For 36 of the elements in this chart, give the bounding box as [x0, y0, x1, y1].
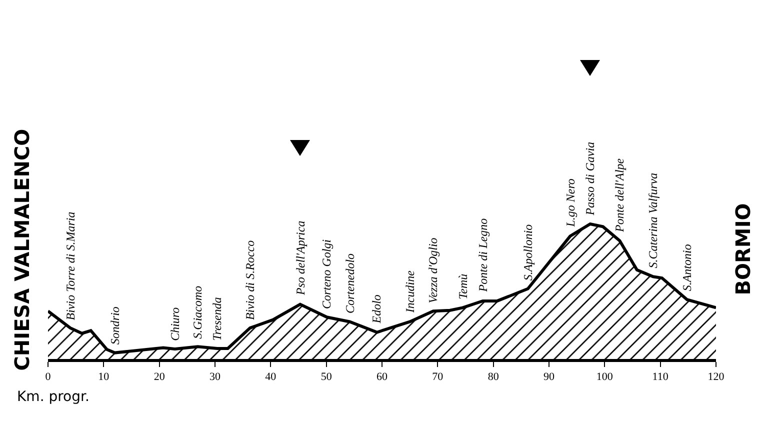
text: BORMIO [731, 203, 756, 296]
annotation: Vezza d'Oglio [426, 238, 440, 304]
annotation: Bivio Torre di S.Maria [63, 212, 78, 320]
x-tick-label: 60 [376, 371, 388, 384]
annotation: S.Antonio [680, 244, 694, 292]
annotation: Ponte di Legno [476, 218, 490, 293]
annotation: Ponte dell'Alpe [612, 158, 626, 233]
annotation: Incudine [403, 270, 418, 314]
x-tick-label: 50 [320, 371, 332, 384]
annotation: Edolo [370, 294, 384, 324]
annotation: Tresenda [210, 297, 224, 341]
annotation: S.Giacomo [190, 286, 205, 339]
x-tick-label: 70 [432, 371, 444, 384]
x-tick-label: 120 [708, 371, 725, 384]
annotation: Corteno Golgi [320, 239, 334, 310]
x-tick-label: 20 [154, 371, 166, 384]
annotation: Cortenedolo [342, 253, 357, 314]
annotation: Passo di Gavia [583, 142, 598, 216]
x-axis-title: Km. progr. [17, 389, 90, 405]
x-tick-label: 110 [652, 371, 669, 384]
x-tick-label: 80 [488, 371, 500, 384]
x-tick-label: 100 [596, 371, 614, 384]
text: CHIESA VALMALENCO [10, 128, 34, 371]
annotation: L.go Nero [564, 178, 578, 228]
x-tick-label: 0 [45, 371, 52, 384]
annotation: Chiuro [168, 307, 182, 341]
x-tick-label: 10 [98, 371, 110, 384]
annotation: Bivio di S.Rocco [243, 240, 258, 320]
annotation: Temù [456, 274, 470, 300]
x-tick-label: 90 [544, 371, 555, 384]
x-tick-label: 30 [210, 371, 221, 384]
annotation: Sondrio [108, 306, 122, 345]
annotation: S.Apollonio [521, 224, 536, 281]
annotation: S.Caterina Valfurva [646, 172, 660, 268]
annotation: Pso dell'Aprica [293, 220, 308, 296]
x-tick-label: 40 [265, 371, 277, 384]
